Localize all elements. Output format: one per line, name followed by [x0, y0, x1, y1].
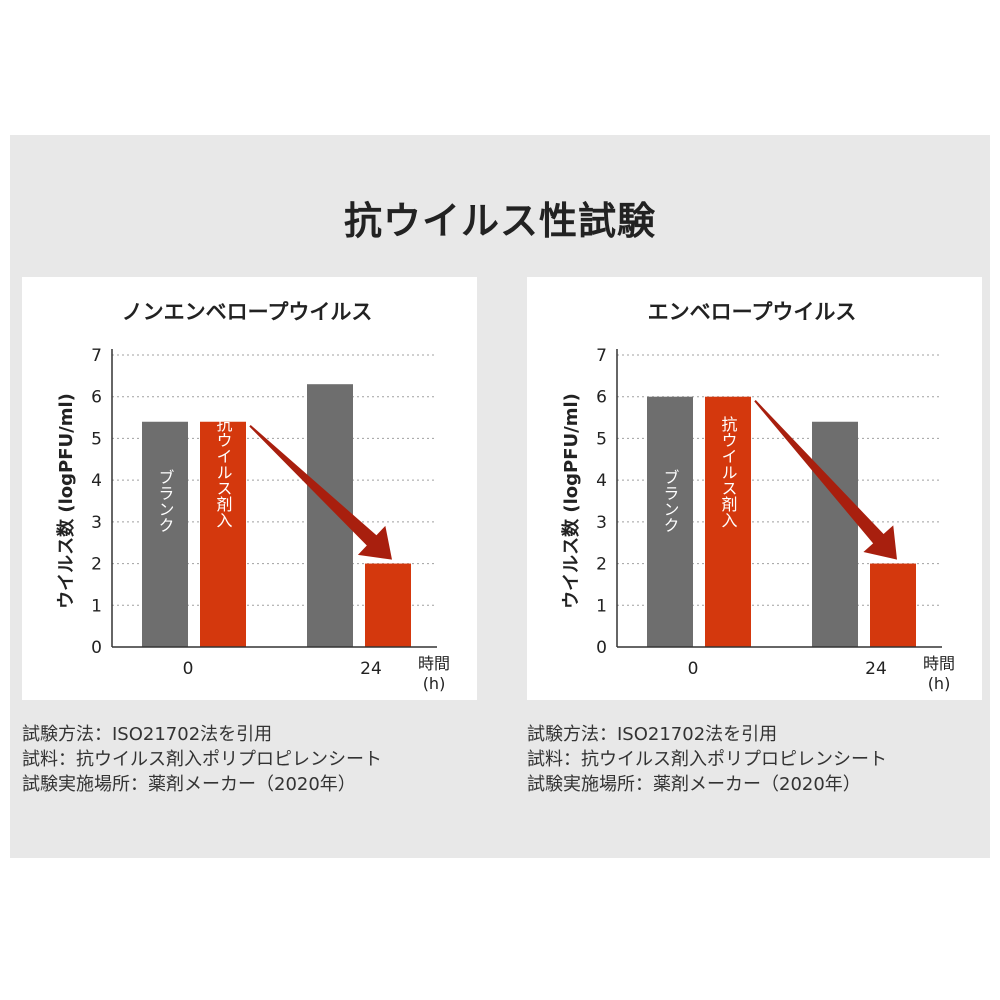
y-tick-label: 4 — [91, 471, 102, 491]
bar-antiviral — [705, 396, 751, 647]
y-tick-label: 4 — [596, 471, 607, 491]
x-tick-label: 0 — [183, 659, 194, 679]
x-axis-label: 時間 — [418, 654, 450, 673]
y-tick-label: 5 — [91, 429, 102, 449]
bar-blank — [812, 421, 858, 647]
y-tick-label: 7 — [91, 346, 102, 366]
y-tick-label: 2 — [596, 555, 607, 575]
y-tick-label: 0 — [91, 638, 102, 658]
series-label-antiviral: 抗ウイルス剤入 — [214, 416, 233, 528]
note-sample: 試料：抗ウイルス剤入ポリプロピレンシート — [527, 749, 887, 770]
y-axis-label: ウイルス数 (logPFU/ml) — [560, 393, 582, 609]
chart-title: エンベロープウイルス — [648, 300, 857, 324]
page-title: 抗ウイルス性試験 — [343, 199, 656, 243]
series-label-antiviral: 抗ウイルス剤入 — [719, 416, 738, 528]
x-tick-label: 0 — [688, 659, 699, 679]
series-label-blank: ブランク — [156, 469, 175, 533]
y-axis-label: ウイルス数 (logPFU/ml) — [55, 393, 77, 609]
y-tick-label: 5 — [596, 429, 607, 449]
decrease-arrow — [249, 425, 392, 560]
y-tick-label: 7 — [596, 346, 607, 366]
decrease-arrow — [754, 400, 897, 560]
x-axis-unit: (h) — [423, 674, 446, 693]
chart-title: ノンエンベロープウイルス — [122, 300, 373, 324]
series-label-blank: ブランク — [661, 469, 680, 533]
y-tick-label: 2 — [91, 555, 102, 575]
arrow-shape — [754, 400, 897, 560]
y-tick-label: 1 — [596, 596, 607, 616]
note-method: 試験方法：ISO21702法を引用 — [527, 724, 778, 745]
chart-panel-nonenveloped: ノンエンベロープウイルス 0 1 2 3 4 5 6 7 ウイルス数 (logPFU/ml) 0 24… — [22, 277, 477, 700]
x-tick-label: 24 — [360, 659, 382, 679]
bar-blank — [647, 396, 693, 647]
bar-antiviral — [365, 563, 411, 647]
y-tick-label: 0 — [596, 638, 607, 658]
x-axis-unit: (h) — [928, 674, 951, 693]
note-location: 試験実施場所：薬剤メーカー（2020年） — [527, 774, 861, 795]
bar-antiviral — [200, 421, 246, 647]
y-tick-label: 3 — [91, 513, 102, 533]
test-notes-right: 試験方法：ISO21702法を引用 試料：抗ウイルス剤入ポリプロピレンシート 試… — [527, 722, 887, 797]
y-tick-label: 1 — [91, 596, 102, 616]
test-notes-left: 試験方法：ISO21702法を引用 試料：抗ウイルス剤入ポリプロピレンシート 試… — [22, 722, 382, 797]
y-tick-label: 6 — [91, 388, 102, 408]
chart-enveloped: エンベロープウイルス 0 1 2 3 4 5 6 7 ウイルス数 (logPFU/ml) 0 24 ブラ… — [560, 300, 955, 693]
y-tick-label: 6 — [596, 388, 607, 408]
x-axis-label: 時間 — [923, 654, 955, 673]
note-sample: 試料：抗ウイルス剤入ポリプロピレンシート — [22, 749, 382, 770]
bar-blank — [142, 421, 188, 647]
chart-nonenveloped: ノンエンベロープウイルス 0 1 2 3 4 5 6 7 ウイルス数 (logPFU/ml) 0 24… — [55, 300, 450, 693]
y-tick-label: 3 — [596, 513, 607, 533]
arrow-shape — [249, 425, 392, 560]
chart-panel-enveloped: エンベロープウイルス 0 1 2 3 4 5 6 7 ウイルス数 (logPFU/ml) 0 24 ブラ… — [527, 277, 982, 700]
bar-antiviral — [870, 563, 916, 647]
note-method: 試験方法：ISO21702法を引用 — [22, 724, 273, 745]
note-location: 試験実施場所：薬剤メーカー（2020年） — [22, 774, 356, 795]
x-tick-label: 24 — [865, 659, 887, 679]
